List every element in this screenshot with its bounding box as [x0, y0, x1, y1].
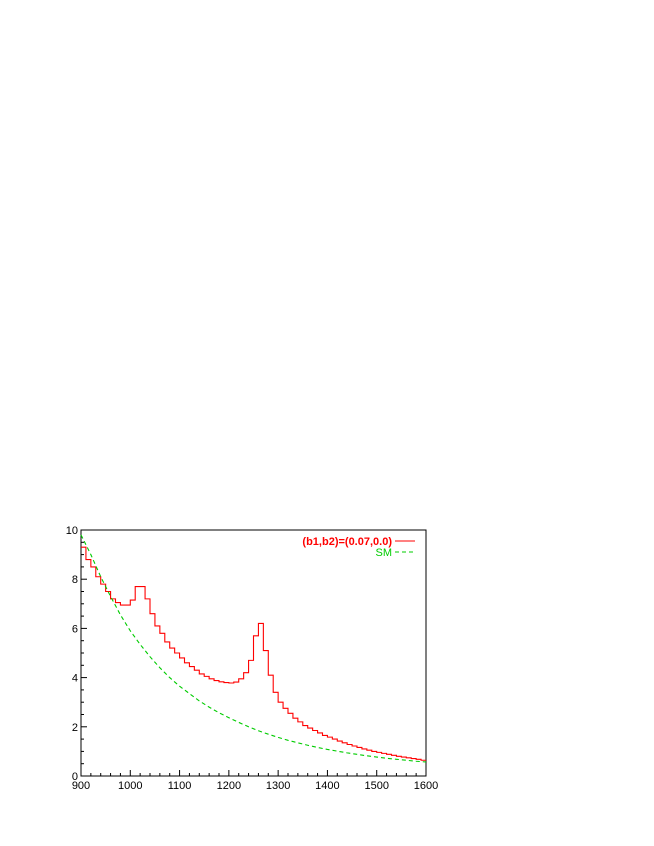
series-line-sm — [80, 534, 427, 763]
x-axis-ticks — [80, 770, 427, 776]
y-tick-label: 8 — [72, 574, 78, 586]
x-tick-label: 900 — [72, 780, 90, 792]
y-tick-label: 10 — [66, 525, 78, 537]
x-tick-label: 1500 — [364, 780, 388, 792]
plot-area: 900 1000 1100 1200 1300 1400 1500 1600 0 2 4 6 8 10 — [66, 525, 438, 792]
x-tick-label: 1100 — [168, 780, 192, 792]
x-tick-label: 1200 — [217, 780, 241, 792]
series-line-b1-b2 — [81, 546, 426, 761]
x-axis-tick-labels: 900 1000 1100 1200 1300 1400 1500 1600 — [72, 780, 438, 792]
y-axis-ticks — [81, 529, 87, 777]
y-axis-tick-labels: 0 2 4 6 8 10 — [66, 525, 78, 783]
legend: (b1,b2)=(0.07,0.0)SM — [302, 536, 415, 559]
series-layer — [80, 534, 427, 763]
y-tick-label: 2 — [72, 722, 78, 734]
x-tick-label: 1600 — [414, 780, 438, 792]
y-tick-label: 0 — [72, 771, 78, 783]
x-tick-label: 1400 — [315, 780, 339, 792]
y-tick-label: 4 — [72, 673, 78, 685]
x-tick-label: 1000 — [118, 780, 142, 792]
x-tick-label: 1300 — [266, 780, 290, 792]
legend-label-sm: SM — [376, 547, 393, 559]
y-tick-label: 6 — [72, 623, 78, 635]
legend-label-b1-b2: (b1,b2)=(0.07,0.0) — [302, 536, 392, 548]
